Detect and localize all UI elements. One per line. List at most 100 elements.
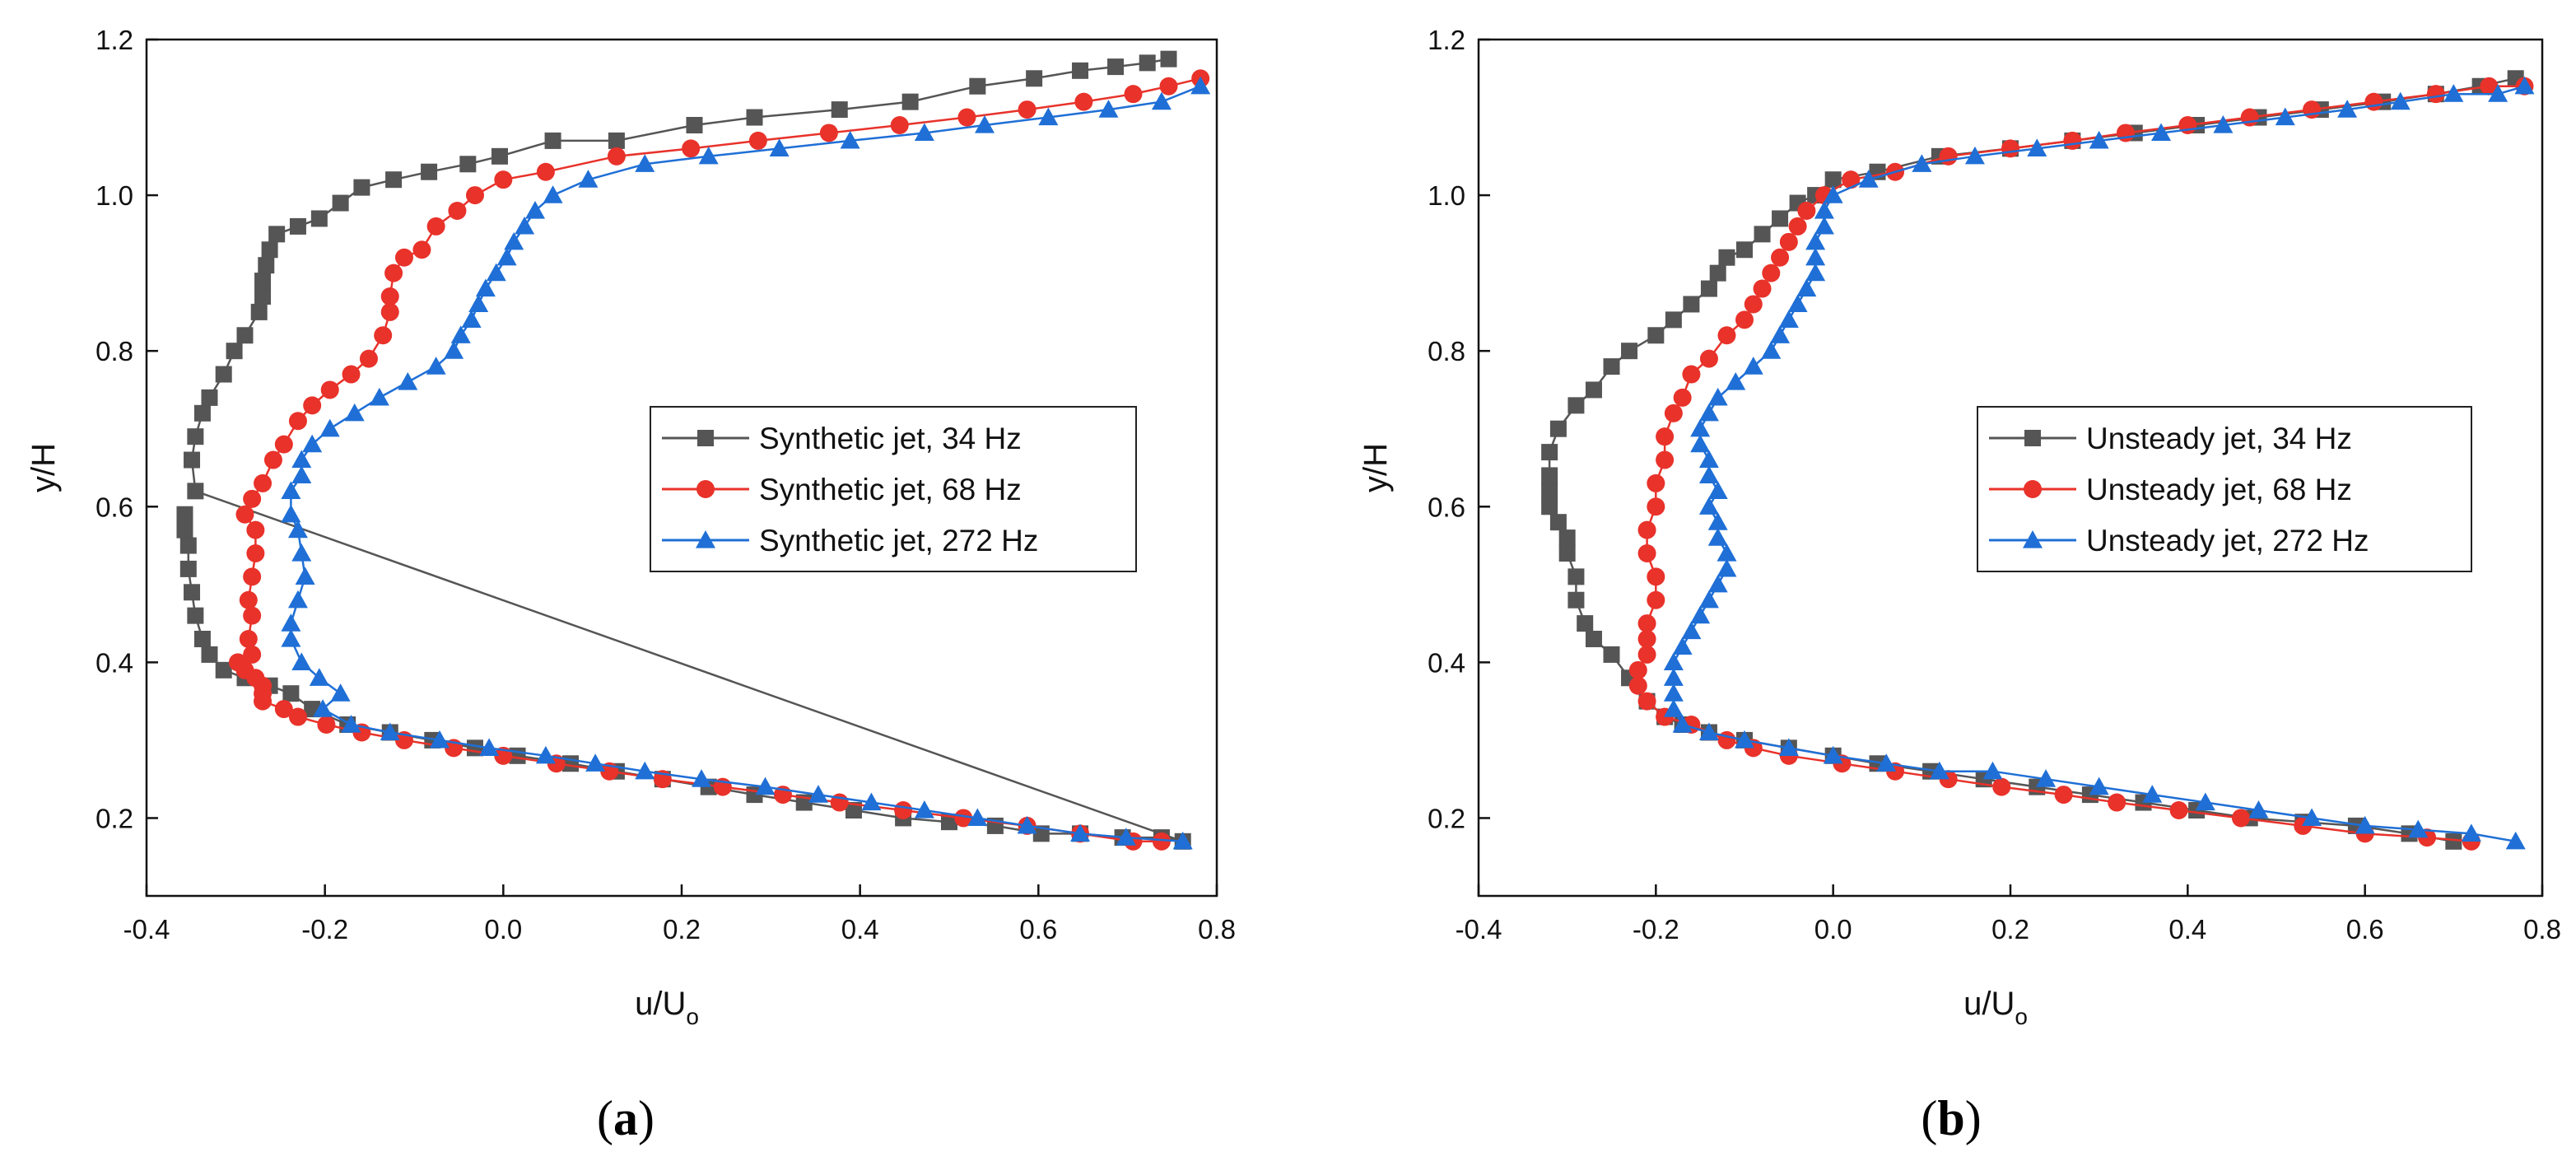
data-point-triangle [1964, 146, 1985, 165]
x-tick-label: 0.8 [2523, 914, 2561, 944]
data-point-triangle [914, 123, 934, 142]
x-tick-label: 0.6 [2346, 914, 2384, 944]
data-point-triangle [2488, 84, 2508, 102]
y-axis-title: y/H [1358, 443, 1394, 492]
data-point-circle [494, 170, 513, 189]
x-axis-title-subscript: o [686, 1004, 699, 1029]
legend-entry: Synthetic jet, 68 Hz [759, 473, 1022, 506]
data-point-square [1603, 646, 1620, 663]
data-point-circle [1797, 202, 1816, 220]
data-point-square [491, 147, 508, 165]
y-tick-label: 0.4 [1428, 647, 1465, 678]
legend: Synthetic jet, 34 Hz Synthetic jet, 68 Hz… [650, 406, 1137, 572]
data-point-circle [1762, 264, 1781, 282]
data-point-circle [243, 489, 262, 508]
data-point-square [1754, 226, 1771, 243]
data-point-triangle [475, 278, 496, 297]
data-point-square [1718, 249, 1735, 266]
data-point-triangle [1698, 722, 1719, 741]
data-point-square [289, 217, 306, 235]
data-point-triangle [1778, 738, 1799, 756]
x-tick-label: 0.4 [841, 914, 879, 944]
data-point-circle [239, 590, 258, 609]
data-point-square [254, 288, 272, 305]
data-point-circle [2063, 131, 2082, 150]
data-point-square [193, 631, 211, 647]
data-point-triangle [479, 738, 500, 756]
x-tick-label: 0.0 [484, 914, 522, 944]
data-point-triangle [1796, 278, 1817, 297]
data-point-triangle [369, 387, 389, 406]
data-point-circle [890, 116, 909, 134]
data-point-triangle [1098, 100, 1119, 118]
data-point-circle [1637, 614, 1656, 633]
data-point-triangle [1823, 745, 1843, 764]
data-point-triangle [1698, 403, 1719, 422]
data-point-triangle [808, 785, 828, 803]
series-2 [1628, 77, 2534, 851]
data-point-triangle [1681, 621, 1702, 640]
data-point-triangle [1929, 761, 1949, 780]
data-point-triangle [769, 138, 790, 156]
data-point-square [236, 327, 254, 344]
data-point-square [1665, 311, 1682, 329]
data-point-square [1709, 264, 1726, 282]
x-tick-label: 0.2 [663, 914, 701, 944]
data-point-circle [448, 202, 467, 220]
data-point-triangle [2505, 831, 2526, 850]
legend-entry: Synthetic jet, 34 Hz [759, 422, 1022, 455]
x-tick-label: 0.0 [1814, 914, 1852, 944]
data-point-triangle [1787, 294, 1808, 313]
series-line [236, 77, 1201, 843]
data-point-square [1603, 358, 1620, 375]
data-point-triangle [578, 170, 599, 188]
x-axis-title-main: u/U [635, 986, 686, 1022]
data-point-triangle [1038, 107, 1059, 126]
y-tick-label: 0.8 [1428, 336, 1465, 366]
data-point-triangle [468, 294, 489, 313]
data-point-square [746, 109, 763, 126]
data-point-square [268, 226, 286, 243]
series-line [1637, 85, 2525, 843]
panel-label: (b) [1921, 1091, 1981, 1145]
data-point-triangle [1698, 450, 1719, 469]
data-point-triangle [1663, 683, 1684, 702]
data-point-circle [1664, 403, 1683, 422]
data-point-triangle [698, 146, 719, 165]
data-point-triangle [1707, 574, 1728, 593]
data-point-square [176, 521, 193, 539]
data-point-triangle [1707, 387, 1728, 406]
data-point-triangle [840, 130, 860, 149]
data-point-triangle [319, 418, 340, 437]
data-point-circle [1699, 349, 1718, 368]
data-point-triangle [1814, 216, 1834, 235]
data-point-triangle [2195, 792, 2215, 811]
data-point-triangle [1707, 512, 1728, 530]
data-point-square [1567, 397, 1585, 414]
data-point-circle [317, 716, 336, 734]
y-tick-label: 0.4 [95, 647, 133, 678]
legend: Unsteady jet, 34 Hz Unsteady jet, 68 Hz Un… [1977, 406, 2472, 572]
data-point-triangle [1690, 418, 1711, 437]
data-point-triangle [496, 247, 517, 266]
data-point-triangle [281, 504, 301, 523]
data-point-square [226, 343, 243, 360]
y-tick-label: 1.0 [95, 180, 133, 211]
data-point-square [201, 646, 218, 663]
data-point-triangle [692, 769, 712, 787]
data-point-circle [2001, 139, 2019, 158]
legend-entry: Unsteady jet, 34 Hz [2086, 422, 2352, 455]
data-point-triangle [1017, 815, 1037, 834]
data-point-square [1683, 296, 1700, 313]
data-point-triangle [429, 730, 450, 749]
data-point-square [1700, 280, 1717, 297]
data-point-circle [359, 349, 378, 368]
data-point-square [310, 210, 328, 227]
data-point-circle [2480, 77, 2499, 96]
data-point-circle [228, 653, 247, 672]
data-point-square [187, 607, 204, 624]
y-tick-label: 0.2 [95, 803, 133, 833]
data-point-triangle [1814, 201, 1834, 219]
data-point-triangle [2408, 819, 2429, 838]
